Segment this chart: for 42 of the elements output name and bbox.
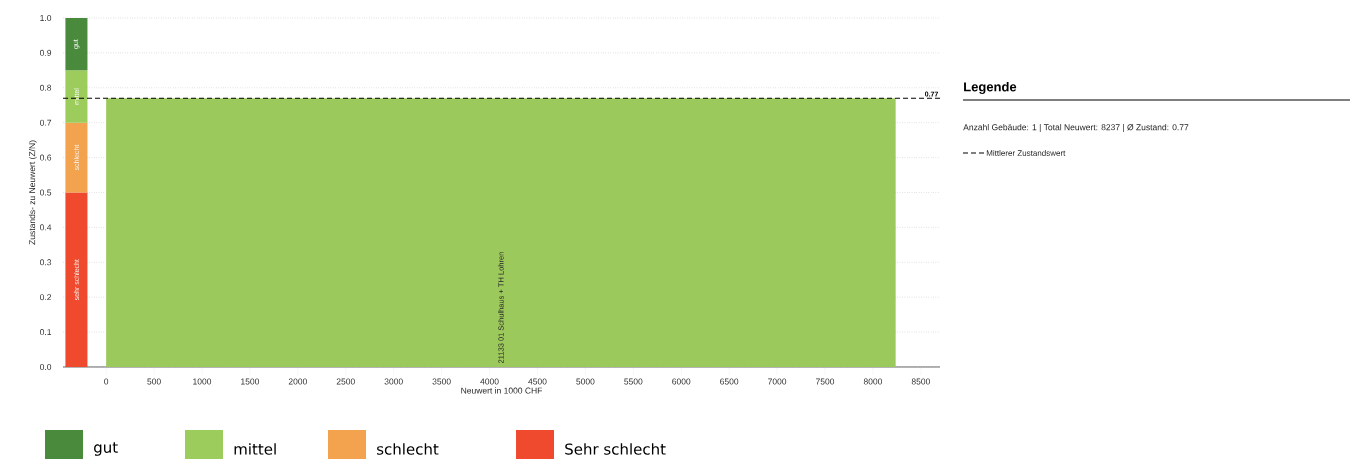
x-tick-label: 500 (147, 378, 161, 385)
x-tick-label: 4500 (528, 378, 547, 385)
x-tick-label: 3500 (432, 378, 451, 385)
x-tick-label: 8000 (863, 378, 883, 385)
y-tick-label: 0.5 (40, 189, 52, 196)
x-tick-label: 2500 (336, 378, 355, 385)
legend-label: Sehr schlecht (565, 443, 666, 455)
y-tick-label: 0.4 (40, 224, 52, 231)
y-tick-label: 0.9 (40, 49, 52, 56)
legend-title: Legende (964, 81, 1017, 95)
y-tick-label: 0.1 (40, 329, 52, 336)
y-tick-label: 0.0 (40, 363, 52, 370)
x-axis-title: Neuwert in 1000 CHF (461, 387, 543, 394)
x-tick-label: 7500 (815, 378, 835, 385)
x-tick-label: 6000 (672, 378, 691, 385)
legend-label: Mittlerer Zustandswert (986, 150, 1066, 156)
x-tick-label: 2000 (288, 378, 307, 385)
legend-label: mittel (234, 443, 276, 455)
y-tick-label: 0.3 (40, 259, 52, 266)
text: Anzahl Gebäude: 1 | Total Neuwert: 8237 | Ø Zustand: 0.77 (963, 124, 1189, 132)
y-tick-label: 0.2 (40, 294, 52, 301)
x-tick-label: 6500 (720, 378, 739, 385)
x-tick-label: 8500 (911, 378, 930, 385)
bar (65, 192, 88, 367)
x-tick-label: 5000 (576, 378, 595, 385)
x-tick-label: 3000 (384, 378, 403, 385)
x-tick-label: 7000 (768, 378, 787, 385)
y-tick-label: 0.8 (40, 84, 52, 91)
x-tick-label: 1000 (193, 378, 212, 385)
x-tick-label: 4000 (480, 378, 499, 385)
legend-label: schlecht (377, 443, 439, 455)
x-tick-label: 5500 (624, 378, 643, 385)
bar (65, 122, 88, 193)
bar (65, 70, 88, 123)
y-tick-label: 0.6 (40, 154, 52, 161)
y-tick-label: 1.0 (40, 14, 52, 21)
x-tick-label: 0 (104, 378, 109, 385)
x-tick-label: 1500 (241, 378, 260, 385)
y-tick-label: 0.7 (40, 119, 52, 126)
legend-label: gut (94, 442, 118, 456)
y-axis-title: Zustands- zu Neuwert (Z/N) (28, 140, 37, 245)
bar (65, 17, 88, 71)
